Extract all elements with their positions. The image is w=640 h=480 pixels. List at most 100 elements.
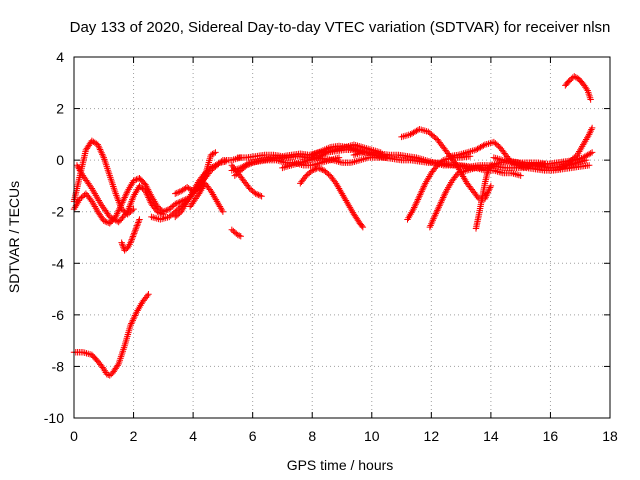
- data-point-marker: [97, 200, 104, 208]
- data-point-marker: [96, 144, 103, 152]
- series-track-15: [297, 164, 367, 231]
- data-point-marker: [121, 194, 128, 201]
- data-point-marker: [189, 200, 196, 207]
- data-point-marker: [436, 202, 443, 209]
- series-track-8: [186, 180, 227, 215]
- x-tick-label: 18: [602, 428, 618, 444]
- data-point-marker: [495, 142, 502, 150]
- data-point-marker: [215, 160, 222, 167]
- data-point-marker: [431, 212, 439, 219]
- series-track-10: [228, 226, 244, 240]
- data-point-marker: [173, 200, 180, 207]
- data-point-marker: [433, 208, 440, 216]
- data-point-marker: [585, 131, 593, 138]
- data-point-marker: [116, 204, 124, 211]
- data-point-marker: [417, 189, 425, 197]
- data-point-marker: [517, 172, 524, 179]
- data-point-marker: [188, 201, 195, 209]
- data-point-marker: [81, 175, 89, 183]
- x-tick-label: 14: [483, 428, 499, 444]
- data-point-marker: [130, 205, 137, 213]
- data-point-marker: [129, 233, 137, 240]
- data-point-marker: [437, 200, 444, 208]
- data-point-marker: [136, 216, 143, 223]
- series-track-18: [350, 149, 590, 172]
- data-point-marker: [94, 141, 102, 148]
- data-point-marker: [130, 230, 138, 237]
- data-point-marker: [434, 205, 442, 213]
- data-point-marker: [442, 189, 449, 196]
- x-axis-label: GPS time / hours: [287, 457, 394, 473]
- data-point-marker: [132, 310, 139, 318]
- y-tick-label: 2: [56, 101, 64, 117]
- plot-frame: [73, 56, 611, 419]
- data-point-marker: [132, 225, 140, 232]
- data-point-marker: [127, 237, 135, 245]
- data-point-marker: [322, 150, 329, 157]
- data-point-marker: [432, 163, 440, 171]
- data-point-marker: [252, 190, 259, 197]
- data-point-marker: [130, 231, 137, 239]
- data-point-marker: [419, 184, 427, 192]
- data-point-marker: [80, 174, 88, 181]
- data-point-marker: [583, 85, 590, 93]
- data-point-marker: [585, 162, 593, 169]
- data-point-marker: [134, 175, 142, 183]
- data-point-marker: [114, 362, 121, 369]
- data-point-marker: [582, 84, 589, 91]
- data-point-marker: [87, 196, 94, 204]
- data-point-marker: [99, 152, 107, 160]
- data-point-marker: [122, 191, 130, 198]
- data-point-marker: [99, 151, 106, 158]
- data-point-marker: [113, 210, 121, 217]
- data-point-marker: [144, 292, 151, 299]
- data-point-marker: [95, 143, 102, 150]
- data-point-marker: [99, 204, 107, 211]
- data-point-marker: [118, 200, 125, 208]
- data-point-marker: [440, 192, 448, 200]
- data-point-marker: [119, 199, 126, 206]
- data-point-marker: [419, 186, 426, 193]
- data-point-marker: [145, 291, 152, 298]
- data-point-marker: [176, 188, 183, 195]
- series-track-26: [562, 73, 594, 103]
- series-track-2: [73, 162, 167, 226]
- data-point-marker: [439, 195, 446, 203]
- data-point-marker: [161, 207, 169, 215]
- data-point-marker: [219, 208, 227, 215]
- data-point-marker: [119, 242, 127, 249]
- data-point-marker: [175, 199, 182, 206]
- data-point-marker: [331, 178, 339, 186]
- data-point-marker: [411, 204, 418, 211]
- data-point-marker: [559, 163, 566, 170]
- axis-ticks: 0 2 4 6 8 10 12 14 16 18 -10 -8 -6 -4 -2 0 2 4: [44, 49, 618, 444]
- data-point-marker: [586, 129, 594, 136]
- series-track-3: [70, 174, 191, 227]
- data-point-marker: [128, 236, 135, 243]
- data-point-marker: [412, 201, 419, 208]
- data-point-marker: [587, 96, 594, 103]
- x-tick-label: 16: [543, 428, 559, 444]
- data-point-marker: [234, 231, 241, 239]
- data-point-marker: [418, 188, 425, 195]
- data-point-marker: [486, 185, 493, 193]
- data-point-marker: [483, 190, 491, 198]
- data-point-marker: [410, 205, 417, 213]
- data-point-marker: [194, 192, 202, 199]
- data-point-marker: [438, 197, 445, 204]
- data-point-marker: [486, 184, 494, 191]
- data-point-marker: [245, 183, 252, 191]
- data-point-marker: [83, 177, 90, 184]
- data-point-marker: [133, 223, 140, 231]
- data-point-marker: [105, 219, 112, 226]
- series-track-11: [228, 162, 265, 200]
- data-point-marker: [128, 318, 136, 326]
- series-track-5: [118, 216, 143, 254]
- data-point-marker: [206, 186, 213, 193]
- data-point-marker: [245, 160, 252, 167]
- series-track-25: [556, 124, 596, 172]
- data-point-marker: [420, 183, 428, 190]
- y-tick-label: -10: [44, 410, 64, 426]
- data-point-marker: [128, 320, 135, 327]
- data-point-marker: [127, 239, 134, 246]
